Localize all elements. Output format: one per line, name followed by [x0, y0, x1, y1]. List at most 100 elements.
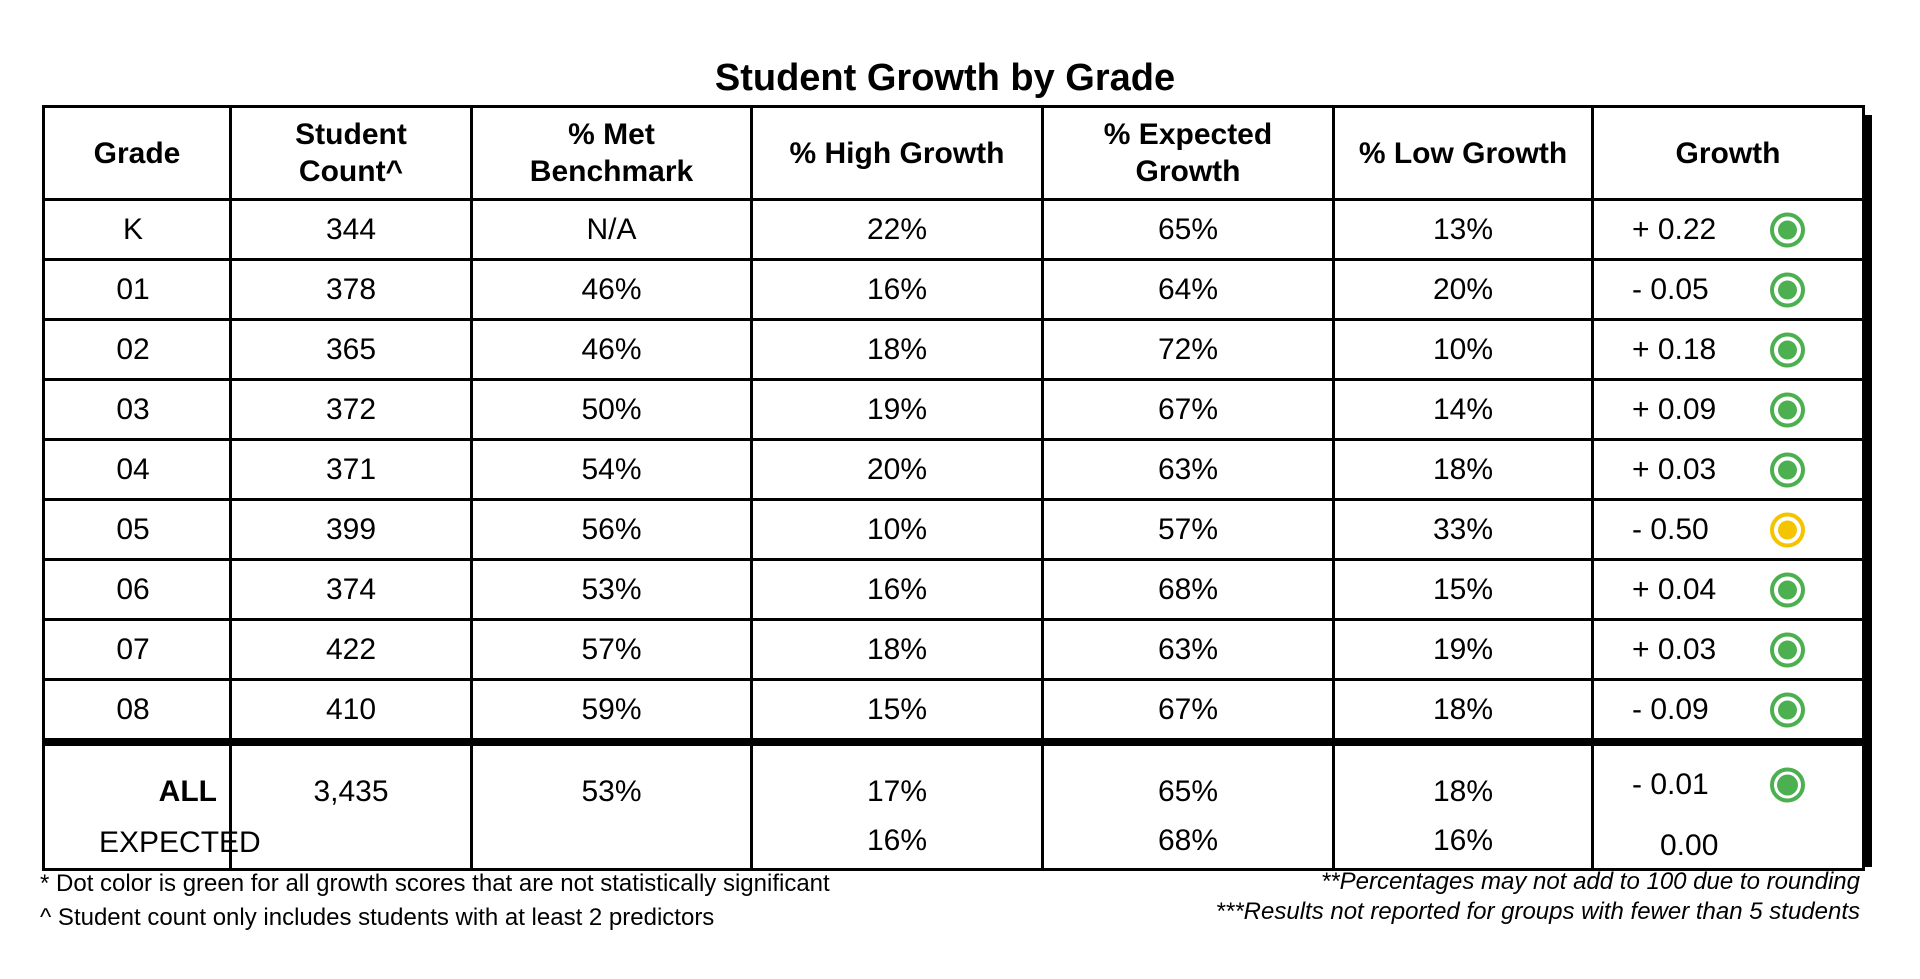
growth-cell: + 0.03: [1591, 439, 1865, 501]
grade-cell: 03: [42, 379, 232, 441]
all-expected-growth: 65%: [1041, 742, 1335, 824]
table-row: 08 410 59% 15% 67% 18% - 0.09: [42, 679, 1865, 746]
report-title: Student Growth by Grade: [714, 57, 1176, 99]
high-growth-cell: 15%: [750, 679, 1044, 746]
all-label: ALL: [42, 742, 232, 824]
high-growth-cell: 10%: [750, 499, 1044, 561]
grade-cell: 07: [42, 619, 232, 681]
yellow-status-dot-icon: [1770, 512, 1805, 547]
high-growth-cell: 20%: [750, 439, 1044, 501]
expected-growth-cell: 67%: [1041, 679, 1335, 746]
table-row: K 344 N/A 22% 65% 13% + 0.22: [42, 199, 1865, 261]
expected-low-growth: 16%: [1332, 824, 1594, 870]
grade-cell: 08: [42, 679, 232, 746]
green-status-dot-icon: [1770, 572, 1805, 607]
count-cell: 365: [229, 319, 473, 381]
grade-cell: 06: [42, 559, 232, 621]
growth-cell: + 0.18: [1591, 319, 1865, 381]
all-growth-value: - 0.01: [1632, 768, 1709, 801]
header-growth: Growth: [1591, 106, 1865, 201]
expected-growth-cell: 65%: [1041, 199, 1335, 261]
header-student-count: Student Count^: [229, 106, 473, 201]
green-status-dot-icon: [1770, 212, 1805, 247]
header-expected-growth: % Expected Growth: [1041, 106, 1335, 201]
expected-expected-growth: 68%: [1041, 824, 1335, 870]
header-met-benchmark: % Met Benchmark: [470, 106, 753, 201]
growth-value: + 0.18: [1632, 332, 1717, 366]
all-low-growth: 18%: [1332, 742, 1594, 824]
expected-growth-cell: 0.00: [1591, 824, 1865, 870]
high-growth-cell: 22%: [750, 199, 1044, 261]
met-benchmark-cell: N/A: [470, 199, 753, 261]
green-status-dot-icon: [1770, 332, 1805, 367]
met-benchmark-cell: 56%: [470, 499, 753, 561]
growth-cell: - 0.09: [1591, 679, 1865, 746]
count-cell: 371: [229, 439, 473, 501]
met-benchmark-cell: 54%: [470, 439, 753, 501]
footnote-student-count: ^ Student count only includes students w…: [40, 904, 715, 931]
growth-value: + 0.03: [1632, 632, 1717, 666]
expected-growth-value: 0.00: [1660, 829, 1719, 862]
expected-label: EXPECTED: [99, 826, 261, 859]
low-growth-cell: 20%: [1332, 259, 1594, 321]
growth-cell: - 0.50: [1591, 499, 1865, 561]
expected-count: [229, 824, 473, 870]
green-status-dot-icon: [1770, 692, 1805, 727]
grade-cell: K: [42, 199, 232, 261]
growth-value: + 0.03: [1632, 452, 1717, 486]
expected-growth-cell: 67%: [1041, 379, 1335, 441]
header-row: Grade Student Count^ % Met Benchmark % Hig…: [42, 106, 1865, 201]
footnote-not-reported: ***Results not reported for groups with …: [1215, 898, 1860, 925]
low-growth-cell: 18%: [1332, 679, 1594, 746]
expected-growth-cell: 72%: [1041, 319, 1335, 381]
table-row: 07 422 57% 18% 63% 19% + 0.03: [42, 619, 1865, 681]
grade-cell: 02: [42, 319, 232, 381]
growth-value: - 0.09: [1632, 692, 1709, 726]
green-status-dot-icon: [1770, 392, 1805, 427]
low-growth-cell: 10%: [1332, 319, 1594, 381]
all-met-benchmark: 53%: [470, 742, 753, 824]
header-low-growth: % Low Growth: [1332, 106, 1594, 201]
grade-cell: 04: [42, 439, 232, 501]
high-growth-cell: 18%: [750, 619, 1044, 681]
count-cell: 422: [229, 619, 473, 681]
table-row: 05 399 56% 10% 57% 33% - 0.50: [42, 499, 1865, 561]
growth-value: + 0.04: [1632, 572, 1717, 606]
expected-label-cell: EXPECTED: [42, 824, 261, 870]
table-row: 03 372 50% 19% 67% 14% + 0.09: [42, 379, 1865, 441]
header-high-growth: % High Growth: [750, 106, 1044, 201]
green-status-dot-icon: [1770, 272, 1805, 307]
growth-cell: + 0.09: [1591, 379, 1865, 441]
count-cell: 378: [229, 259, 473, 321]
low-growth-cell: 33%: [1332, 499, 1594, 561]
low-growth-cell: 14%: [1332, 379, 1594, 441]
low-growth-cell: 19%: [1332, 619, 1594, 681]
high-growth-cell: 16%: [750, 559, 1044, 621]
grade-cell: 05: [42, 499, 232, 561]
table-row: 04 371 54% 20% 63% 18% + 0.03: [42, 439, 1865, 501]
expected-met-benchmark: [470, 824, 753, 870]
expected-growth-cell: 63%: [1041, 439, 1335, 501]
summary-expected-row: EXPECTED 16% 68% 16% 0.00: [42, 824, 1865, 870]
met-benchmark-cell: 53%: [470, 559, 753, 621]
table-row: 02 365 46% 18% 72% 10% + 0.18: [42, 319, 1865, 381]
green-status-dot-icon: [1770, 767, 1805, 803]
growth-cell: + 0.04: [1591, 559, 1865, 621]
low-growth-cell: 13%: [1332, 199, 1594, 261]
high-growth-cell: 19%: [750, 379, 1044, 441]
low-growth-cell: 18%: [1332, 439, 1594, 501]
count-cell: 399: [229, 499, 473, 561]
growth-value: - 0.05: [1632, 272, 1709, 306]
met-benchmark-cell: 59%: [470, 679, 753, 746]
expected-growth-cell: 68%: [1041, 559, 1335, 621]
footnote-dot-color: * Dot color is green for all growth scor…: [40, 870, 830, 897]
grade-cell: 01: [42, 259, 232, 321]
growth-table-container: Grade Student Count^ % Met Benchmark % Hig…: [42, 105, 1865, 871]
green-status-dot-icon: [1770, 452, 1805, 487]
count-cell: 372: [229, 379, 473, 441]
green-status-dot-icon: [1770, 632, 1805, 667]
expected-growth-cell: 63%: [1041, 619, 1335, 681]
high-growth-cell: 18%: [750, 319, 1044, 381]
growth-cell: - 0.05: [1591, 259, 1865, 321]
summary-all-row: ALL 3,435 53% 17% 65% 18% - 0.01: [42, 742, 1865, 824]
